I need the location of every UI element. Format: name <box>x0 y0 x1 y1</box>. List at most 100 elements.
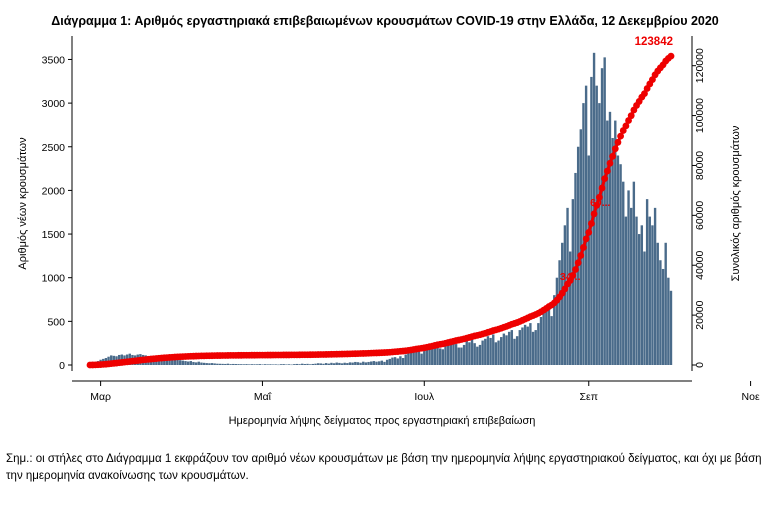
y-left-tick-label: 1500 <box>42 229 66 241</box>
bars-group <box>88 52 673 366</box>
bar <box>332 363 336 365</box>
bar <box>462 344 466 365</box>
bar <box>202 362 206 365</box>
cumulative-point <box>603 167 611 175</box>
axes-group: 0 500 1000 1500 2000 2500 3000 3500 0 20000 40000 6… <box>17 36 760 427</box>
bar <box>393 357 397 365</box>
x-tick-label: Μαρ <box>90 391 111 403</box>
bar <box>263 364 267 365</box>
annotations-group: 123842 60... 34... <box>560 36 673 283</box>
cumulative-point <box>667 52 675 60</box>
bar <box>330 362 333 365</box>
bar <box>470 338 474 365</box>
cumulative-point <box>569 272 577 279</box>
bar <box>632 181 636 365</box>
bar <box>324 363 328 365</box>
bar <box>210 363 214 365</box>
bar <box>319 363 323 365</box>
bar <box>468 342 471 365</box>
bar <box>534 330 537 365</box>
bar <box>359 362 362 365</box>
bar <box>229 364 232 365</box>
bar <box>669 290 673 365</box>
bar <box>476 346 479 365</box>
bar <box>385 359 389 365</box>
bar <box>558 260 561 365</box>
bar <box>500 337 503 365</box>
bar <box>513 338 516 365</box>
x-axis-title: Ημερομηνία λήψης δείγματος προς εργαστηρ… <box>229 415 536 427</box>
bar <box>478 344 482 365</box>
bar <box>492 334 495 365</box>
bar <box>452 341 455 365</box>
bar <box>645 199 649 365</box>
bar <box>327 363 330 365</box>
bar <box>587 155 590 365</box>
cumulative-point <box>627 112 635 120</box>
bar <box>600 68 604 366</box>
bar <box>630 207 633 365</box>
bar <box>258 364 261 365</box>
bar <box>372 361 376 365</box>
bar <box>364 362 368 365</box>
bar <box>247 364 251 365</box>
bar <box>224 363 227 365</box>
x-tick-label: Σεπ <box>580 391 598 403</box>
y-left-tick-label: 1000 <box>42 273 66 285</box>
bar <box>473 343 476 365</box>
bar <box>484 338 487 365</box>
bar <box>526 326 529 365</box>
bar <box>444 345 447 365</box>
bar <box>309 364 312 365</box>
bar <box>396 358 399 365</box>
bar <box>226 363 230 365</box>
bar <box>184 361 187 365</box>
bar <box>561 242 564 365</box>
bar <box>391 357 394 365</box>
cumulative-point <box>580 244 587 251</box>
bar <box>250 364 254 365</box>
cumulative-point <box>617 132 624 140</box>
bar <box>351 362 354 365</box>
bar <box>640 225 644 365</box>
bar <box>277 364 280 366</box>
bar <box>531 331 535 365</box>
bar <box>306 363 309 365</box>
bar <box>433 343 437 365</box>
bar <box>553 295 556 365</box>
bar <box>454 344 458 365</box>
y-right-tick-label: 60000 <box>694 201 706 230</box>
bar <box>627 190 630 365</box>
bar <box>301 363 304 365</box>
bar <box>322 363 325 365</box>
y-left-tick-label: 500 <box>47 316 65 328</box>
bar <box>335 362 338 365</box>
bar <box>412 350 415 365</box>
bar <box>568 251 572 365</box>
bar <box>314 363 317 365</box>
bar <box>338 362 341 365</box>
bar <box>343 362 346 365</box>
cumulative-line-group <box>86 52 675 369</box>
bar <box>261 364 264 365</box>
bar <box>311 363 315 365</box>
bar <box>303 364 307 365</box>
bar <box>186 361 190 365</box>
bar <box>240 364 243 365</box>
bar <box>362 361 365 365</box>
bar <box>529 323 532 365</box>
bar <box>555 277 559 365</box>
y-right-tick-label: 0 <box>694 362 706 368</box>
bar <box>637 234 641 365</box>
bar <box>457 347 460 365</box>
bar <box>616 155 620 365</box>
x-tick-label: Ιουλ <box>414 391 434 403</box>
bar <box>545 308 548 365</box>
bar <box>399 356 402 365</box>
bar <box>266 364 269 365</box>
y-right-tick-label: 40000 <box>694 250 706 279</box>
bar <box>515 336 519 365</box>
bar <box>619 164 622 365</box>
bar <box>380 360 384 365</box>
bar <box>192 361 195 365</box>
